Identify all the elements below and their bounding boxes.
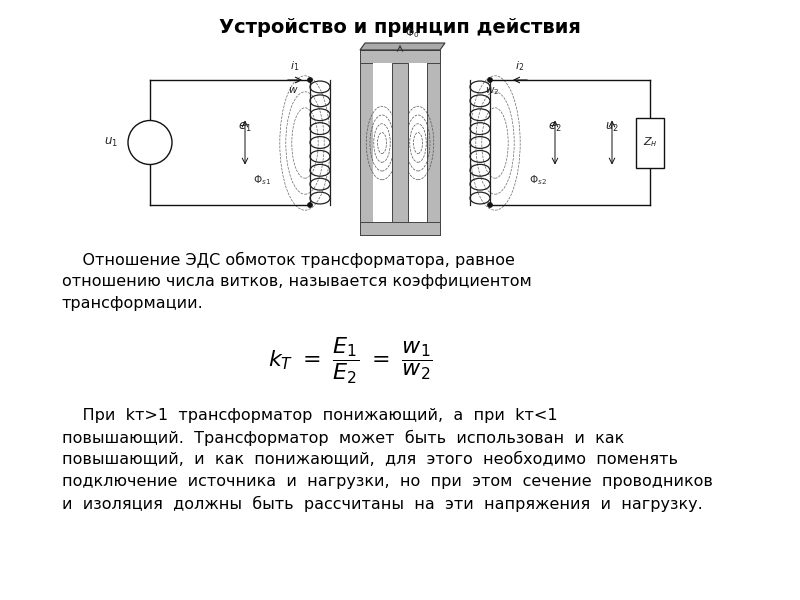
Circle shape — [307, 202, 313, 208]
Bar — [360, 50, 440, 63]
Text: $k_T\ =\ \dfrac{E_1}{E_2}\ =\ \dfrac{w_1}{w_2}$: $k_T\ =\ \dfrac{E_1}{E_2}\ =\ \dfrac{w_1… — [268, 336, 432, 386]
Circle shape — [307, 77, 313, 82]
Text: отношению числа витков, называется коэффициентом: отношению числа витков, называется коэфф… — [62, 274, 532, 289]
Text: $u_2$: $u_2$ — [605, 121, 619, 134]
Text: $Z_н$: $Z_н$ — [642, 136, 658, 149]
Text: $\Phi_{s1}$: $\Phi_{s1}$ — [253, 173, 271, 187]
Text: и  изоляция  должны  быть  рассчитаны  на  эти  напряжения  и  нагрузку.: и изоляция должны быть рассчитаны на эти… — [62, 496, 702, 512]
Text: повышающий.  Трансформатор  может  быть  использован  и  как: повышающий. Трансформатор может быть исп… — [62, 430, 624, 446]
Circle shape — [487, 77, 493, 82]
Text: Отношение ЭДС обмоток трансформатора, равное: Отношение ЭДС обмоток трансформатора, ра… — [62, 252, 515, 268]
Text: подключение  источника  и  нагрузки,  но  при  этом  сечение  проводников: подключение источника и нагрузки, но при… — [62, 474, 713, 489]
Polygon shape — [360, 43, 445, 50]
Text: $e_1$: $e_1$ — [238, 121, 252, 134]
Bar — [373, 63, 427, 222]
Text: $\Phi_0$: $\Phi_0$ — [405, 26, 419, 40]
Text: $\Phi_{s2}$: $\Phi_{s2}$ — [529, 173, 547, 187]
Text: Устройство и принцип действия: Устройство и принцип действия — [219, 18, 581, 37]
Bar — [636, 118, 664, 167]
Bar — [360, 222, 440, 235]
Bar — [360, 50, 373, 235]
Text: $i_1$: $i_1$ — [290, 59, 300, 73]
Text: трансформации.: трансформации. — [62, 296, 204, 311]
Circle shape — [128, 121, 172, 164]
Text: $u_1$: $u_1$ — [104, 136, 118, 149]
Bar — [427, 50, 440, 235]
Text: $w_2$: $w_2$ — [485, 85, 499, 97]
Text: $w$: $w$ — [287, 85, 298, 95]
Text: При  kт>1  трансформатор  понижающий,  а  при  kт<1: При kт>1 трансформатор понижающий, а при… — [62, 408, 558, 423]
Text: повышающий,  и  как  понижающий,  для  этого  необходимо  поменять: повышающий, и как понижающий, для этого … — [62, 452, 678, 467]
Text: $e_2$: $e_2$ — [548, 121, 562, 134]
Text: $i_2$: $i_2$ — [515, 59, 525, 73]
Bar — [392, 63, 408, 222]
Circle shape — [487, 202, 493, 208]
